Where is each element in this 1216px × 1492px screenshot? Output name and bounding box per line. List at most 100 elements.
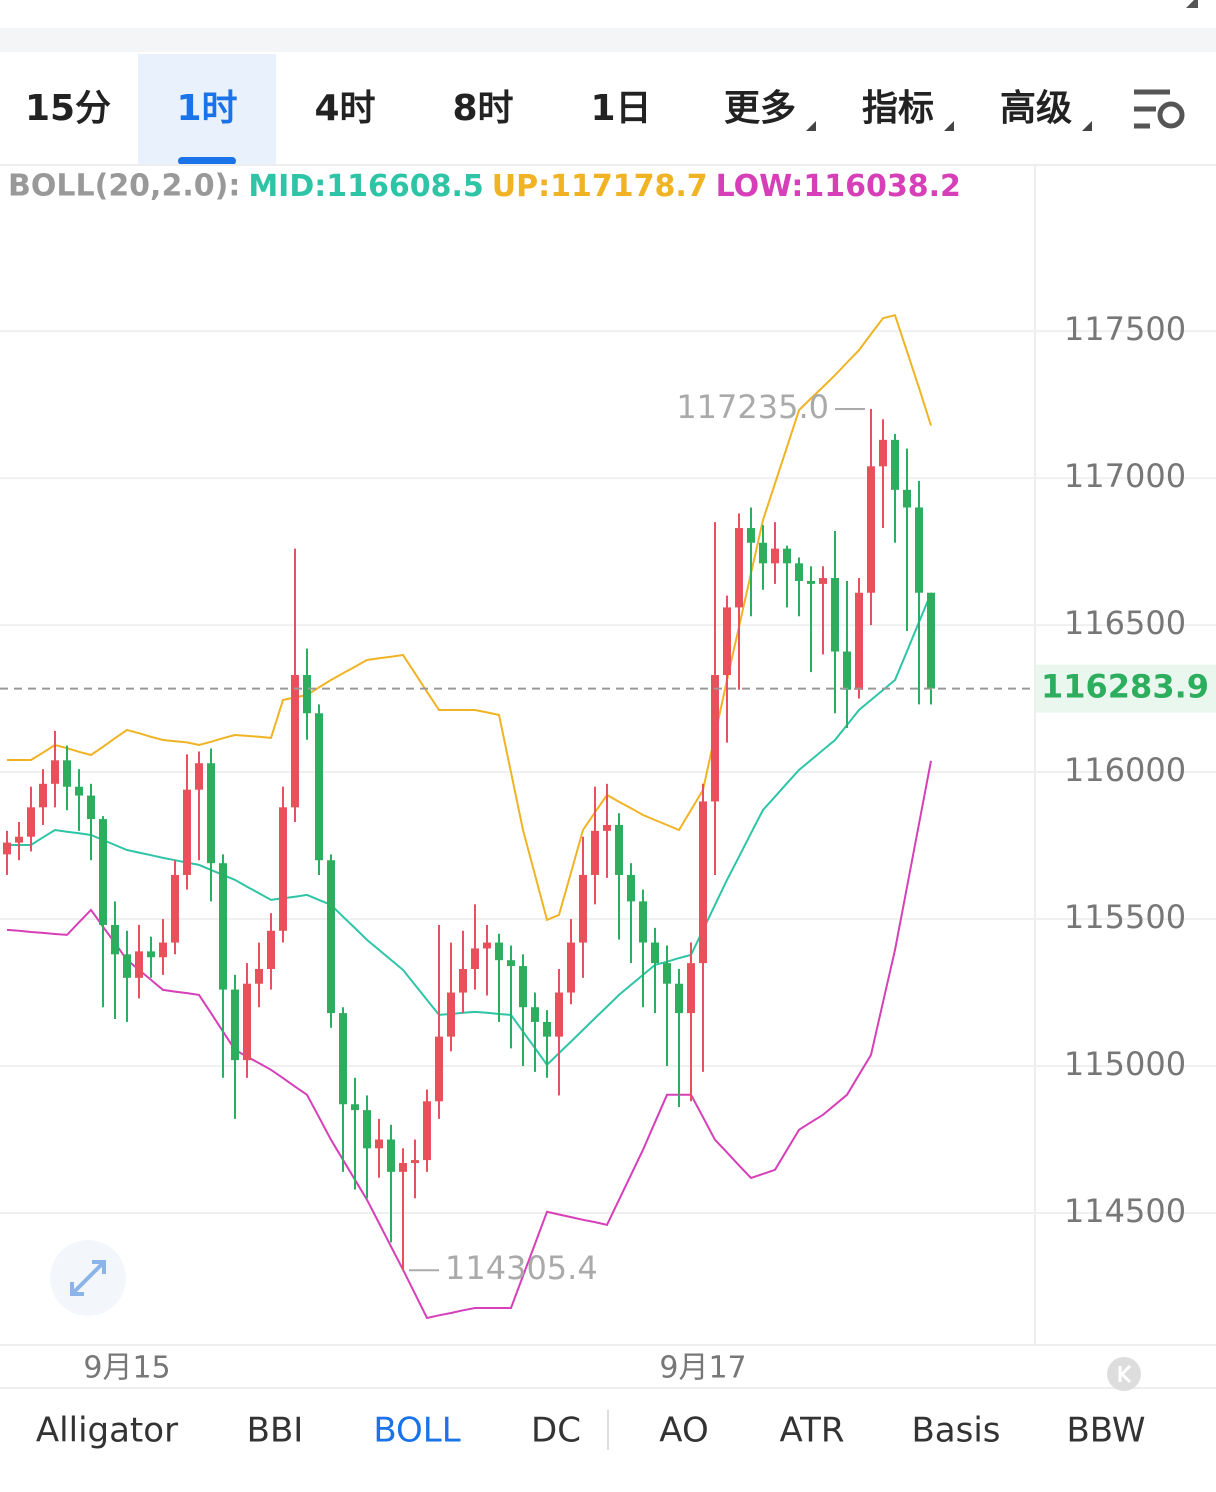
candle-body <box>699 801 707 964</box>
candle-body <box>471 948 479 970</box>
candle-body <box>639 901 647 943</box>
candle-body <box>627 874 635 902</box>
timeframe-tab[interactable]: 1日 <box>590 88 651 129</box>
candle-body <box>279 807 287 931</box>
annotation-label: 117235.0 <box>676 388 829 426</box>
candle-body <box>591 830 599 875</box>
corner-icon <box>1186 0 1198 8</box>
candle-body <box>687 963 695 1014</box>
band-line <box>6 760 932 1320</box>
indicator-tab[interactable]: BBI <box>247 1411 304 1451</box>
candle-body <box>399 1163 407 1172</box>
candle-body <box>783 548 791 564</box>
y-tick-label: 116500 <box>1064 604 1186 642</box>
candle-body <box>795 563 803 581</box>
candle-body <box>519 966 527 1008</box>
candle-body <box>723 607 731 676</box>
candle-body <box>375 1139 383 1149</box>
timeframe-tab[interactable]: 1时 <box>176 88 237 129</box>
settings-icon[interactable] <box>1134 89 1185 129</box>
band-line <box>7 314 932 922</box>
candle-body <box>207 763 215 864</box>
icon-gear <box>1157 101 1185 129</box>
candle-body <box>75 786 83 796</box>
candle-body <box>3 842 11 855</box>
candle-body <box>39 783 47 808</box>
timeframe-tab[interactable]: 更多 <box>724 88 796 129</box>
legend-separator: : <box>538 169 550 204</box>
legend-value: 116608.5 <box>326 169 484 204</box>
candle-body <box>411 1160 419 1164</box>
legend-value: 117178.7 <box>550 169 708 204</box>
candle-body <box>111 924 119 955</box>
candle-body <box>123 954 131 978</box>
candle-body <box>435 1036 443 1102</box>
candle-body <box>507 960 515 967</box>
candle-body <box>759 542 767 564</box>
candle-body <box>147 951 155 958</box>
candle-body <box>363 1110 371 1149</box>
y-tick-label: 115500 <box>1064 898 1186 936</box>
indicator-tab[interactable]: BOLL <box>373 1411 460 1451</box>
candle-body <box>891 439 899 490</box>
y-tick-label: 117000 <box>1064 457 1186 495</box>
candle-body <box>327 860 335 1014</box>
candle-body <box>219 863 227 990</box>
top-strip <box>0 28 1216 52</box>
candle-body <box>15 836 23 843</box>
bands <box>6 314 932 1320</box>
candle-body <box>915 507 923 593</box>
collapse-arrow <box>1118 1364 1132 1384</box>
indicator-tab[interactable]: Basis <box>911 1411 1000 1451</box>
timeframe-tab[interactable]: 高级 <box>1000 88 1072 129</box>
legend: BOLL(20,2.0): MID:116608.5 UP:117178.7 LOW:… <box>8 169 961 204</box>
candle-body <box>843 651 851 690</box>
candle-body <box>867 466 875 593</box>
candle-body <box>255 969 263 984</box>
candle-body <box>339 1013 347 1105</box>
selected-tab-bg <box>138 54 276 165</box>
candle-body <box>675 983 683 1014</box>
candle-body <box>807 580 815 584</box>
timeframe-tab[interactable]: 15分 <box>25 88 111 129</box>
candle-body <box>447 992 455 1037</box>
candle-body <box>459 969 467 993</box>
expand-arrow <box>70 1260 106 1296</box>
dropdown-mark <box>1082 121 1092 131</box>
indicator-tab[interactable]: BBW <box>1066 1411 1145 1451</box>
timeframe-tab[interactable]: 8时 <box>452 88 513 129</box>
collapse-button[interactable] <box>1107 1357 1141 1391</box>
timeframe-tab[interactable]: 指标 <box>862 88 934 129</box>
candle-body <box>195 763 203 790</box>
indicator-tab[interactable]: ATR <box>779 1411 844 1451</box>
dropdown-mark <box>806 121 816 131</box>
legend-name: UP <box>492 169 538 204</box>
timeframe-tab[interactable]: 4时 <box>314 88 375 129</box>
candle-body <box>735 528 743 608</box>
x-tick-label: 9月15 <box>83 1351 170 1386</box>
selected-tab-indicator <box>178 157 236 165</box>
last-price-label: 116283.9 <box>1041 668 1209 706</box>
candle-body <box>171 874 179 943</box>
candle-body <box>927 592 935 689</box>
indicator-tab[interactable]: Alligator <box>36 1411 178 1451</box>
candle-body <box>27 807 35 837</box>
indicator-tab[interactable]: DC <box>531 1411 581 1451</box>
dropdown-marks <box>806 121 1092 131</box>
candle-body <box>711 675 719 802</box>
candle-body <box>63 760 71 787</box>
indicator-tab[interactable]: AO <box>659 1411 708 1451</box>
candle-body <box>231 989 239 1061</box>
candle-body <box>855 592 863 690</box>
candle-body <box>543 1021 551 1037</box>
indicator-label: BOLL(20,2.0): MID:116608.5 UP:117178.7 LOW:… <box>8 169 961 204</box>
expand-button[interactable] <box>50 1240 126 1316</box>
candle-body <box>315 713 323 861</box>
annotation-label: 114305.4 <box>445 1249 598 1287</box>
candle-body <box>423 1101 431 1161</box>
candle-body <box>303 675 311 714</box>
candle-body <box>99 819 107 925</box>
candle-body <box>879 439 887 467</box>
candle-body <box>135 951 143 978</box>
